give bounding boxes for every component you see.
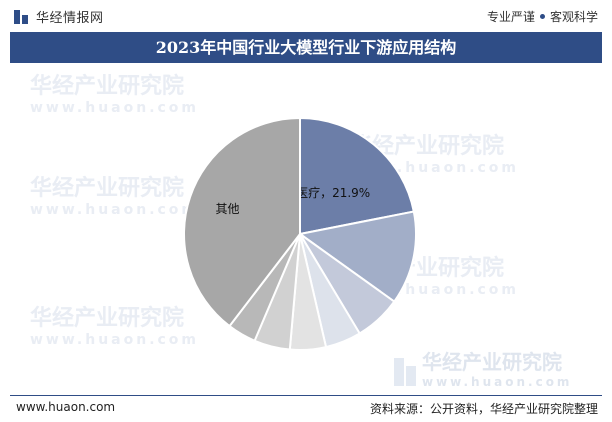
slice-data-label: 其他 xyxy=(215,202,239,216)
slogan-b: 客观科学 xyxy=(549,10,598,24)
watermark: 华经产业研究院 www.huaon.com xyxy=(30,306,200,348)
watermark: 华经产业研究院 www.huaon.com xyxy=(30,176,200,218)
chart-title: 2023年中国行业大模型行业下游应用结构 xyxy=(10,32,602,63)
pie-slice xyxy=(299,116,415,236)
slogan: 专业严谨 客观科学 xyxy=(487,8,598,25)
footer-divider xyxy=(10,395,602,396)
slogan-a: 专业严谨 xyxy=(486,10,535,24)
top-bar: 华经情报网 专业严谨 客观科学 xyxy=(0,0,612,30)
dot-icon xyxy=(539,14,545,19)
brand-logo-icon xyxy=(14,9,30,24)
footer-source: 资料来源：公开资料，华经产业研究院整理 xyxy=(369,402,598,416)
slice-data-label: 医疗，21.9% xyxy=(296,186,370,200)
watermark-logo: 华经产业研究院 www.huaon.com xyxy=(394,352,572,392)
brand-name: 华经情报网 xyxy=(36,11,104,26)
brand[interactable]: 华经情报网 xyxy=(14,7,104,26)
pie-slice xyxy=(183,116,301,328)
footer-website[interactable]: www.huaon.com xyxy=(16,400,116,414)
pie-slice xyxy=(297,210,417,303)
watermark-logo-icon xyxy=(394,358,416,386)
watermark: 华经产业研究院 www.huaon.com xyxy=(30,74,200,116)
